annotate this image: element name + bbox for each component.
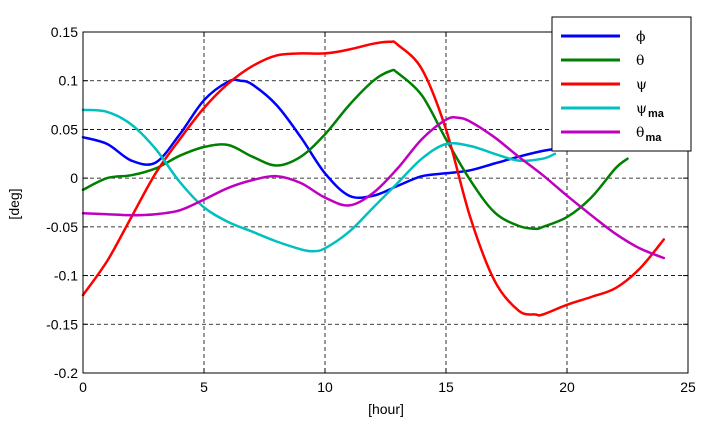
y-tick-label: -0.05 bbox=[46, 219, 78, 235]
x-tick-labels: 0 5 10 15 20 25 bbox=[79, 379, 696, 395]
x-tick-label: 5 bbox=[200, 379, 208, 395]
axis-ticks bbox=[82, 31, 689, 374]
series-lines bbox=[81, 40, 666, 317]
y-tick-label: 0.1 bbox=[59, 73, 79, 89]
y-tick-label: 0.05 bbox=[51, 121, 78, 137]
y-tick-label: -0.1 bbox=[54, 268, 78, 284]
plot-frame bbox=[82, 31, 689, 374]
series-line-theta-ma bbox=[81, 115, 666, 260]
legend-label-psi: ψ bbox=[636, 77, 647, 93]
x-tick-label: 25 bbox=[680, 379, 696, 395]
y-axis-label: [deg] bbox=[6, 188, 22, 219]
x-tick-label: 20 bbox=[559, 379, 575, 395]
x-tick-label: 10 bbox=[317, 379, 333, 395]
x-axis-label: [hour] bbox=[368, 401, 404, 417]
x-tick-label: 15 bbox=[438, 379, 454, 395]
legend-label-theta-ma: θma bbox=[636, 125, 662, 144]
legend-label-psi-ma: ψma bbox=[636, 101, 665, 120]
legend-label-phi: ϕ bbox=[636, 29, 646, 45]
y-tick-label: 0.15 bbox=[51, 24, 78, 40]
series-line-theta bbox=[81, 68, 629, 231]
series-line-psi-ma bbox=[81, 108, 557, 253]
y-tick-label: -0.15 bbox=[46, 316, 78, 332]
x-tick-label: 0 bbox=[79, 379, 87, 395]
legend-label-theta: θ bbox=[636, 53, 644, 69]
legend: ϕθψ ψma θma bbox=[551, 16, 692, 152]
y-tick-label: 0 bbox=[70, 170, 78, 186]
series-line-psi bbox=[81, 40, 666, 317]
y-tick-label: -0.2 bbox=[54, 365, 78, 381]
y-tick-labels: -0.2 -0.15 -0.1 -0.05 0 0.05 0.1 0.15 bbox=[46, 24, 78, 381]
series-line-phi bbox=[81, 78, 557, 199]
